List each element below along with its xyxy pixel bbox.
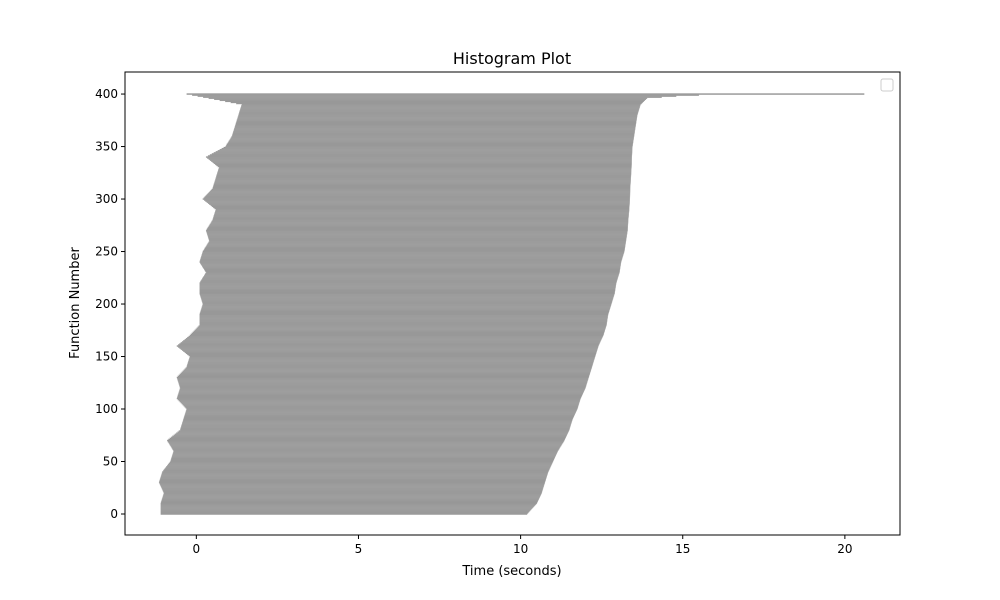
x-axis-ticks: 0 5 10 15 20 (193, 535, 853, 556)
y-tick-label: 250 (95, 245, 118, 259)
y-tick-label: 400 (95, 87, 118, 101)
y-tick-label: 150 (95, 350, 118, 364)
x-tick-label: 10 (513, 542, 528, 556)
x-tick-label: 0 (193, 542, 201, 556)
bar (186, 93, 865, 95)
bars-group (158, 93, 865, 515)
y-tick-label: 50 (103, 455, 118, 469)
legend-box (880, 78, 894, 92)
y-tick-label: 100 (95, 402, 118, 416)
y-tick-label: 300 (95, 192, 118, 206)
x-tick-label: 5 (355, 542, 363, 556)
plot-frame (124, 71, 901, 536)
y-tick-label: 200 (95, 297, 118, 311)
x-axis-label: Time (seconds) (461, 564, 561, 579)
x-tick-label: 20 (837, 542, 852, 556)
y-tick-label: 0 (110, 507, 118, 521)
y-axis-label: Function Number (68, 247, 83, 359)
chart-title: Histogram Plot (453, 49, 571, 68)
y-axis-ticks: 0 50 100 150 200 250 300 350 400 (95, 87, 125, 521)
y-tick-label: 350 (95, 140, 118, 154)
x-tick-label: 15 (675, 542, 690, 556)
